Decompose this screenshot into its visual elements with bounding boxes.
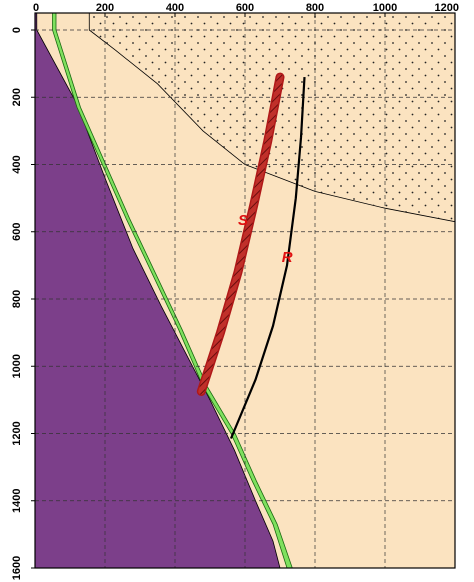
y-tick-label: 400 xyxy=(11,155,23,173)
basement-unit xyxy=(35,13,281,568)
y-tick-label: 1200 xyxy=(11,421,23,445)
y-tick-label: 600 xyxy=(11,223,23,241)
well-r-label: R xyxy=(282,249,293,266)
fault-zone xyxy=(52,13,293,568)
plot-area: S R xyxy=(35,13,455,568)
y-tick-label: 800 xyxy=(11,290,23,308)
x-tick-label: 800 xyxy=(306,2,324,14)
x-tick-label: 400 xyxy=(166,2,184,14)
x-tick-label: 1000 xyxy=(373,2,397,14)
x-tick-label: 1200 xyxy=(435,2,459,14)
well-r-trajectory xyxy=(229,77,306,439)
y-tick-label: 0 xyxy=(11,27,23,33)
well-s-hatch xyxy=(198,74,283,395)
x-tick-label: 600 xyxy=(236,2,254,14)
y-axis: 0 200 400 600 800 1000 1200 1400 1600 xyxy=(11,27,35,580)
y-tick-label: 1400 xyxy=(11,489,23,513)
x-tick-label: 0 xyxy=(33,2,39,14)
x-tick-label: 200 xyxy=(96,2,114,14)
y-tick-label: 1600 xyxy=(11,556,23,580)
x-axis: 0 200 400 600 800 1000 1200 xyxy=(33,2,459,17)
y-tick-label: 1000 xyxy=(11,354,23,378)
y-tick-label: 200 xyxy=(11,88,23,106)
well-s-label: S xyxy=(238,212,248,229)
